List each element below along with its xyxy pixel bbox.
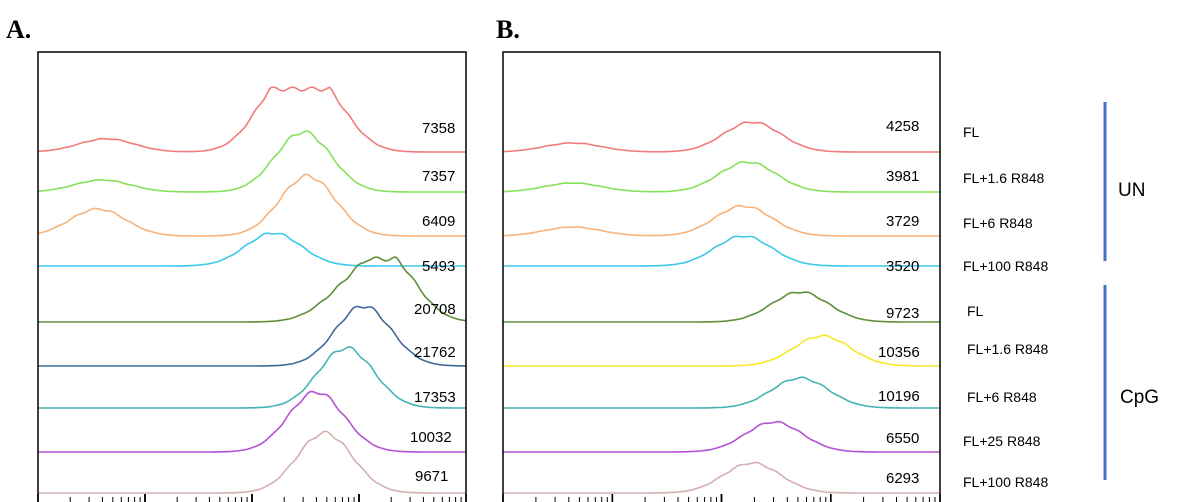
panel-a-x-axis-ticks [37, 494, 467, 502]
histogram-trace [38, 305, 466, 367]
condition-label: FL+6 R848 [963, 215, 1033, 231]
histogram-trace [502, 204, 940, 237]
histogram-trace [503, 461, 940, 494]
panel-a-letter: A. [6, 15, 31, 44]
panel-b-letter: B. [496, 15, 520, 44]
histogram-trace [38, 256, 467, 323]
mfi-label: 6409 [422, 213, 455, 230]
mfi-label: 7358 [422, 120, 455, 137]
histogram-trace [38, 232, 466, 267]
condition-label: FL+6 R848 [967, 389, 1037, 405]
histogram-trace [503, 334, 940, 367]
panel-b-mfi-labels: 4258 3981 3729 3520 9723 10356 10196 655… [878, 118, 920, 487]
histogram-trace [503, 420, 940, 453]
panel-b-x-axis-ticks [502, 494, 941, 502]
histogram-trace [38, 390, 466, 453]
condition-label: FL+25 R848 [963, 433, 1041, 449]
histogram-trace [502, 161, 940, 193]
group-label-cpg: CpG [1120, 387, 1159, 408]
mfi-label: 10196 [878, 388, 920, 405]
mfi-label: 6550 [886, 430, 919, 447]
panel-b-frame [502, 51, 941, 502]
condition-label: FL+1.6 R848 [963, 170, 1045, 186]
mfi-label: 21762 [414, 344, 456, 361]
panel-a-frame [37, 51, 467, 502]
mfi-label: 20708 [414, 301, 456, 318]
mfi-label: 10356 [878, 344, 920, 361]
histogram-trace [38, 430, 466, 494]
mfi-label: 17353 [414, 389, 456, 406]
histogram-trace [503, 376, 940, 409]
condition-label: FL [967, 303, 984, 319]
condition-label: FL+100 R848 [963, 474, 1048, 490]
panel-a-histograms [37, 86, 467, 494]
mfi-label: 9671 [415, 468, 448, 485]
condition-label: FL+100 R848 [963, 258, 1048, 274]
histogram-trace [503, 291, 940, 323]
histogram-trace [503, 235, 940, 267]
panel-b-histograms [502, 121, 940, 494]
histogram-trace [502, 121, 940, 153]
panel-a-mfi-labels: 7358 7357 6409 5493 20708 21762 17353 10… [410, 120, 456, 485]
mfi-label: 10032 [410, 429, 452, 446]
mfi-label: 6293 [886, 470, 919, 487]
histogram-trace [37, 130, 466, 193]
mfi-label: 5493 [422, 258, 455, 275]
mfi-label: 7357 [422, 168, 455, 185]
condition-label: FL+1.6 R848 [967, 341, 1049, 357]
mfi-label: 3981 [886, 168, 919, 185]
histogram-trace [38, 346, 466, 409]
condition-label: FL [963, 124, 980, 140]
mfi-label: 9723 [886, 305, 919, 322]
histogram-trace [37, 86, 466, 153]
histogram-trace [37, 173, 466, 237]
mfi-label: 4258 [886, 118, 919, 135]
group-label-un: UN [1118, 180, 1145, 201]
mfi-label: 3520 [886, 258, 919, 275]
mfi-label: 3729 [886, 213, 919, 230]
condition-labels: FL FL+1.6 R848 FL+6 R848 FL+100 R848 FL … [963, 124, 1049, 490]
